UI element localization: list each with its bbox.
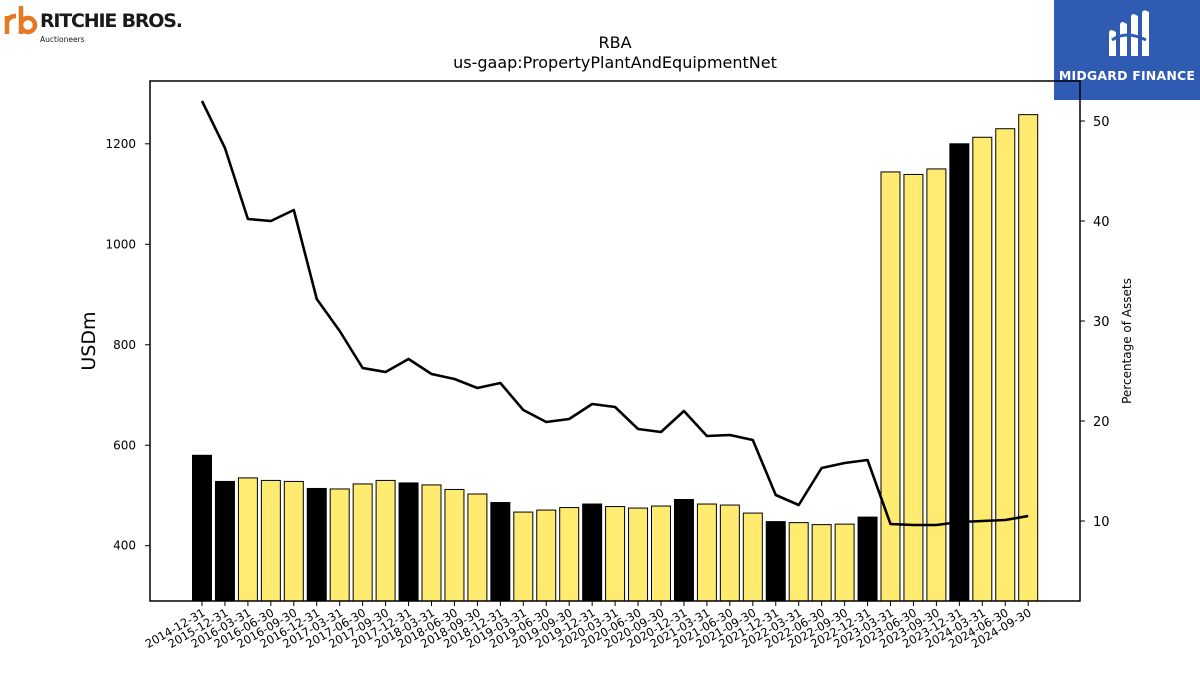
bar bbox=[926, 168, 947, 602]
bar bbox=[857, 516, 878, 602]
bar bbox=[559, 507, 580, 602]
bar bbox=[398, 482, 419, 602]
bar bbox=[628, 507, 649, 602]
bar bbox=[444, 488, 465, 602]
bar bbox=[375, 479, 396, 602]
bar bbox=[719, 504, 740, 602]
y-tick-label: 400 bbox=[113, 539, 136, 553]
bar bbox=[696, 503, 717, 602]
bar bbox=[352, 483, 373, 602]
line-layer bbox=[200, 100, 1029, 527]
bar bbox=[237, 477, 258, 602]
bar bbox=[995, 128, 1016, 602]
bar bbox=[880, 171, 901, 602]
y2-tick-label: 30 bbox=[1093, 315, 1110, 330]
bars-layer bbox=[192, 114, 1039, 602]
y-tick-label: 1000 bbox=[105, 237, 136, 251]
bar bbox=[260, 479, 281, 602]
brand-subtitle: Auctioneers bbox=[40, 35, 85, 44]
ritchie-bros-logo: RITCHIE BROS. Auctioneers bbox=[4, 4, 183, 46]
chart-subtitle: us-gaap:PropertyPlantAndEquipmentNet bbox=[453, 53, 777, 72]
bar bbox=[673, 499, 694, 602]
y2-tick-label: 20 bbox=[1093, 415, 1110, 430]
bar bbox=[972, 136, 993, 602]
y-tick-label: 800 bbox=[113, 338, 136, 352]
bar bbox=[513, 511, 534, 602]
x-axis: 2014-12-312015-12-312016-03-312016-06-30… bbox=[143, 601, 1034, 651]
bar bbox=[490, 502, 511, 602]
bar bbox=[788, 522, 809, 602]
bar bbox=[1018, 114, 1039, 602]
y2-tick-label: 10 bbox=[1093, 515, 1110, 530]
midgard-finance-logo: MIDGARD FINANCE bbox=[1054, 0, 1200, 100]
y2-tick-label: 50 bbox=[1093, 115, 1110, 130]
bar bbox=[903, 173, 924, 602]
bar bbox=[582, 503, 603, 602]
chart-title: RBA bbox=[598, 33, 631, 52]
bar bbox=[306, 487, 327, 602]
bar bbox=[834, 523, 855, 602]
bar bbox=[811, 524, 832, 602]
y-axis-label-left: USDm bbox=[78, 311, 100, 370]
y-axis-right: 10 20 30 40 50 bbox=[1080, 115, 1110, 530]
bar bbox=[651, 505, 671, 602]
y-axis-left: 400 600 800 1000 1200 bbox=[105, 137, 150, 553]
midgard-logo-mark-icon bbox=[1109, 10, 1149, 56]
percentage-of-assets-line bbox=[200, 100, 1029, 527]
y-axis-label-right: Percentage of Assets bbox=[1120, 278, 1134, 404]
midgard-brand-name: MIDGARD FINANCE bbox=[1058, 68, 1196, 83]
y-tick-label: 600 bbox=[113, 438, 136, 452]
bar bbox=[214, 480, 235, 602]
bar bbox=[765, 521, 786, 602]
rb-logo-mark-icon bbox=[4, 6, 38, 35]
bar bbox=[192, 454, 212, 602]
bar bbox=[421, 484, 442, 602]
bar bbox=[283, 480, 304, 602]
bar bbox=[605, 506, 626, 602]
bar bbox=[536, 509, 557, 602]
brand-name: RITCHIE BROS. bbox=[40, 10, 183, 32]
bar bbox=[329, 488, 350, 602]
bar bbox=[949, 143, 970, 602]
y2-tick-label: 40 bbox=[1093, 215, 1110, 230]
y-tick-label: 1200 bbox=[105, 137, 136, 151]
bar bbox=[742, 512, 763, 602]
bar bbox=[467, 493, 488, 602]
